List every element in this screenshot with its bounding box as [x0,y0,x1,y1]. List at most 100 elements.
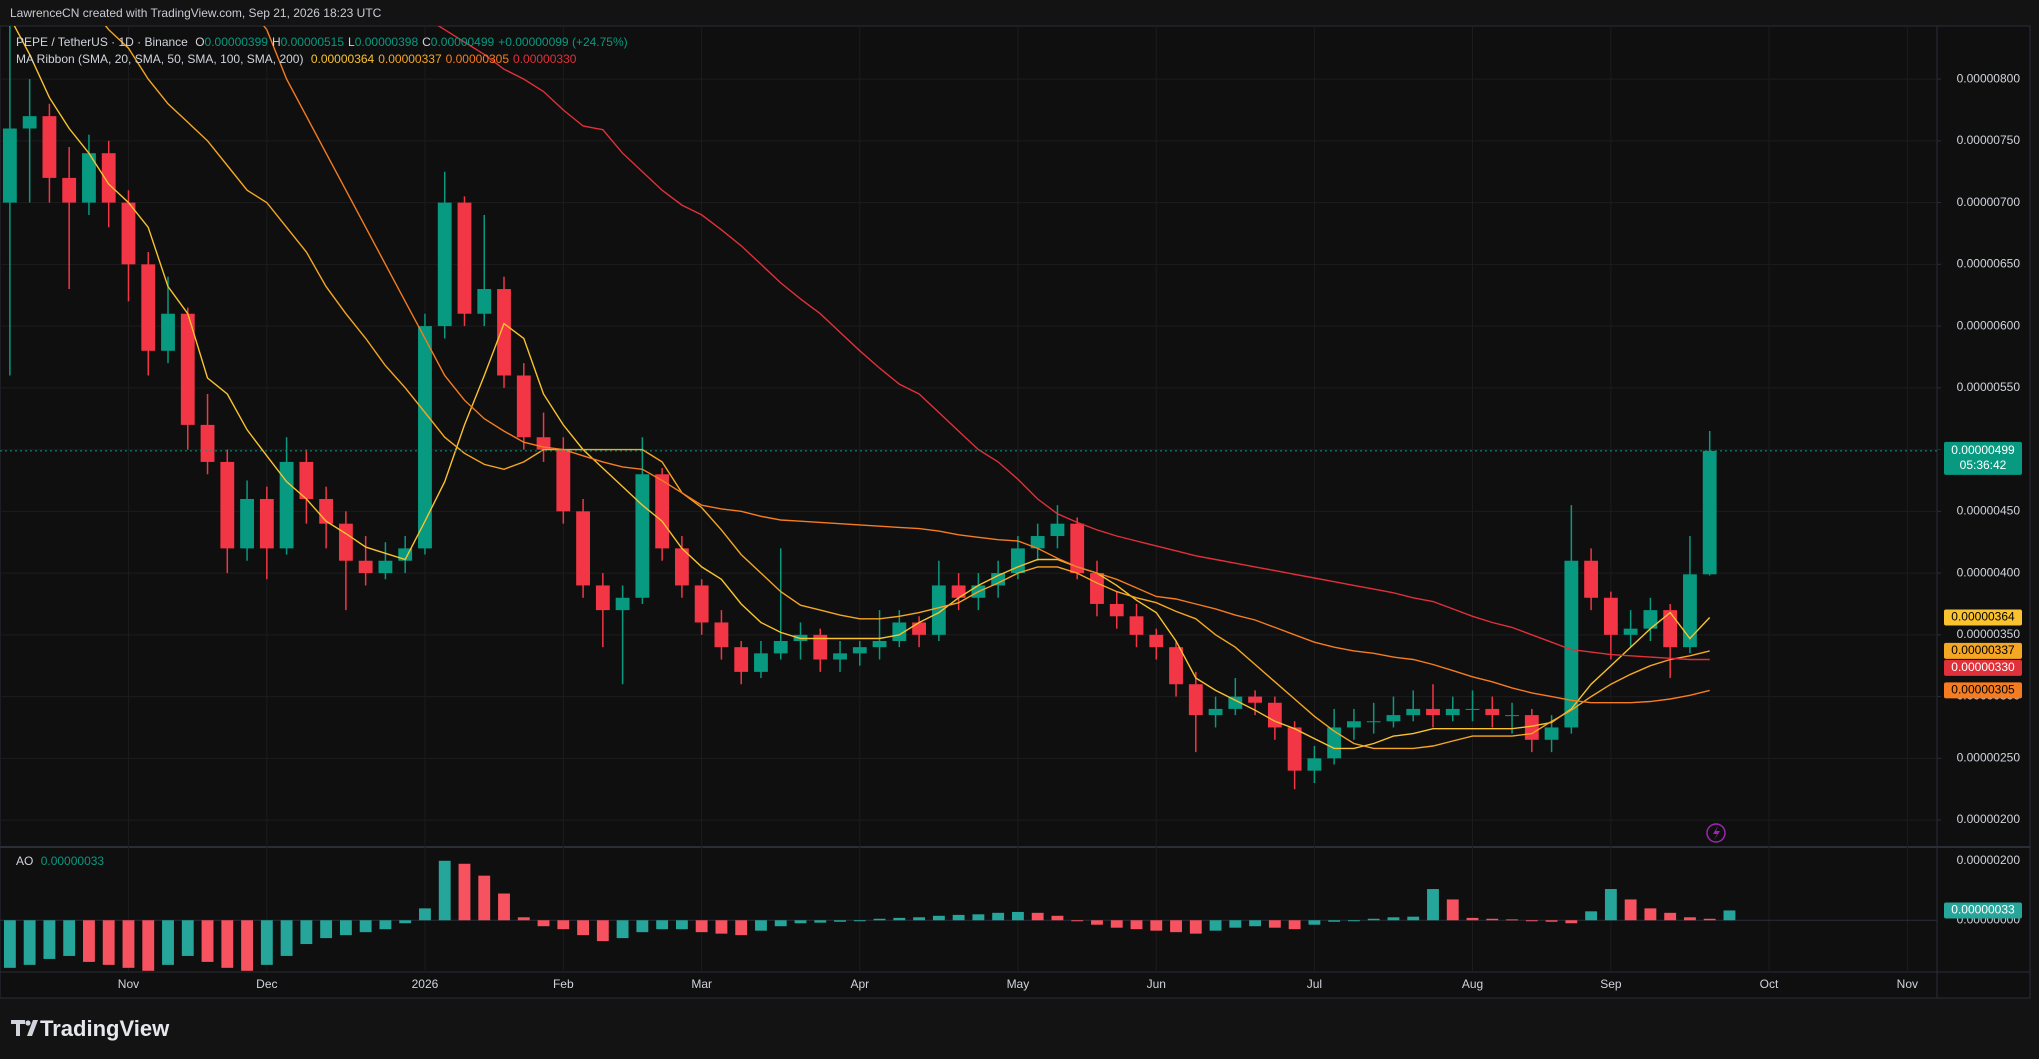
ohlc-key: O [195,35,205,49]
watermark: LawrenceCN created with TradingView.com,… [10,6,382,20]
ao-bar [498,893,510,921]
ao-bar [972,914,985,921]
ao-bar [1249,920,1262,927]
x-tick-label: May [1007,977,1030,991]
ao-bar [596,920,609,942]
candle-body [338,523,353,561]
ma-line [13,26,1711,750]
ao-bar [1545,920,1558,922]
candle-body [62,177,77,203]
candle-body [1030,536,1045,549]
candle-body [1109,603,1124,617]
ma-value: 0.00000337 [378,52,442,66]
ao-bar [834,920,846,922]
ao-bar [260,920,273,965]
x-tick-label: Jul [1307,977,1322,991]
ao-bar [675,920,688,930]
candle-body [1050,523,1065,537]
ao-bar [913,917,926,921]
ma-price-label: 0.00000337 [1951,643,2015,657]
candle-body [141,264,156,351]
candle-body [1208,708,1223,716]
ao-value-box [1944,902,2022,919]
ao-bar [181,920,194,956]
y-tick-label: 0.00000600 [1957,318,2021,332]
ao-bar [1130,920,1143,930]
ao-bar [853,920,866,922]
candle-body [655,474,670,549]
candle-body [1426,708,1440,716]
x-tick-label: Nov [1897,977,1918,991]
candle-body [1188,684,1203,716]
candle-body [615,597,630,611]
ao-bar [577,920,590,936]
ao-bar [1071,920,1084,922]
ao-bar [774,920,787,927]
ma-price-label: 0.00000305 [1951,683,2015,697]
ao-bar [1288,920,1301,930]
x-tick-label: Nov [118,977,139,991]
ao-bar [280,920,293,956]
ao-bar [201,920,214,962]
ohlc-key: H [271,35,281,49]
x-tick-label: Dec [256,977,277,991]
ao-value-label: 0.00000033 [1951,903,2015,917]
ao-bar [1446,899,1459,921]
candle-body [319,498,334,524]
candle-body [931,585,946,635]
chart-background [0,26,2030,998]
ao-bar [1703,918,1716,921]
ao-bar [142,920,155,971]
ao-bar [102,920,115,965]
candle-body [773,641,788,654]
candle-body [674,548,689,586]
alert-icon[interactable] [1706,823,1726,843]
y-tick-label: 0.00000350 [1957,627,2021,641]
candle-body [1070,523,1085,574]
ao-bar [320,920,333,939]
ohlc-value: 0.00000398 [354,35,419,49]
last-price-box [1944,441,2022,475]
ao-bar [63,920,76,956]
x-tick-label: 2026 [412,977,439,991]
ao-bar [1170,920,1182,933]
ao-bar [1328,920,1341,922]
ao-bar [1308,920,1321,925]
ao-bar [1684,917,1696,921]
ao-bar [300,920,313,945]
ma-price-box [1944,659,2022,676]
ao-bar [1011,911,1024,921]
candle-body [1485,708,1500,716]
x-tick-label: Jun [1147,977,1166,991]
y-tick-label: 0.00000800 [1957,71,2021,85]
ma-line [437,26,1710,661]
ao-bar [1466,917,1479,921]
candle-body [556,449,571,512]
candle-body [1603,597,1618,635]
candle-body [1366,721,1381,723]
candle-body [754,653,768,672]
candle-body [1683,574,1697,648]
ao-bar [1407,916,1420,921]
candle-body [1129,616,1144,635]
y-tick-label: 0.00000550 [1957,380,2021,394]
ao-bar [1525,920,1538,922]
ao-bar [1486,918,1499,921]
ao-bar [1565,920,1578,924]
ao-bar [636,920,649,933]
candle-body [1702,450,1717,575]
ao-bar [83,920,95,962]
candle-body [299,461,314,499]
change: +0.00000099 (+24.75%) [498,35,628,49]
ao-bar [695,920,708,933]
ao-bar [1091,920,1103,925]
candle-body [1584,560,1599,598]
candle-body [42,116,57,178]
x-tick-label: Mar [691,977,712,991]
ao-bar [1110,920,1123,928]
ao-bar [715,920,728,934]
ma-price-label: 0.00000330 [1951,660,2015,674]
ao-bar [122,920,135,968]
ao-bar [794,920,807,924]
